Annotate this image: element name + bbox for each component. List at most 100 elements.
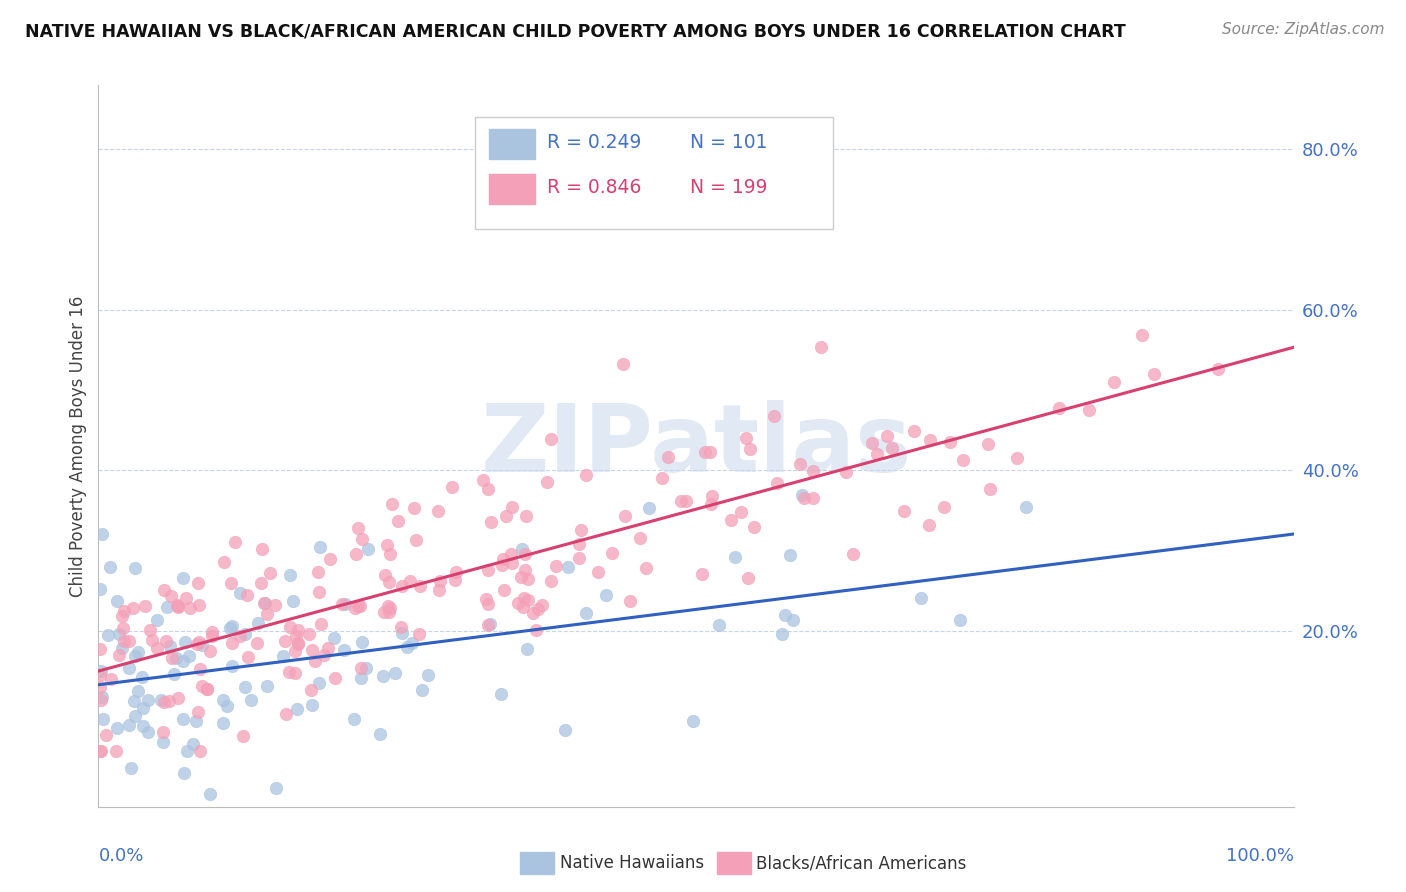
Point [120,761,142,775]
Point [218,621,240,635]
Point [378,574,401,589]
Point [139,624,162,638]
Point [1208,362,1230,376]
Point [188,662,211,676]
Text: N = 199: N = 199 [690,178,768,197]
Point [443,573,465,587]
Point [628,531,651,545]
Point [159,640,181,654]
Point [105,744,128,758]
Point [112,633,135,648]
Point [880,441,903,455]
Point [233,681,256,695]
Point [118,718,141,732]
Point [90,744,112,758]
Point [509,570,531,584]
Point [250,576,273,591]
Point [766,476,789,491]
Point [256,679,278,693]
Point [108,626,131,640]
Point [903,424,925,438]
Point [172,571,194,585]
Point [107,648,129,663]
Point [709,618,731,632]
Point [371,669,394,683]
Point [378,601,401,615]
Point [167,600,190,615]
Point [544,559,567,574]
Point [136,724,159,739]
Point [427,503,450,517]
Point [401,636,423,650]
Point [682,714,704,728]
Point [508,596,530,610]
Point [221,619,243,633]
Point [352,635,374,649]
Point [976,436,998,450]
Point [391,579,413,593]
Point [429,574,451,588]
Point [516,641,538,656]
Point [285,702,308,716]
Point [141,632,163,647]
Point [477,563,499,577]
Point [557,560,579,574]
Point [187,575,209,590]
Point [166,599,188,613]
Point [343,712,366,726]
Point [477,597,499,611]
Point [979,482,1001,496]
Point [246,636,269,650]
Point [876,429,898,443]
Point [299,682,322,697]
Point [221,636,243,650]
Point [277,665,299,679]
Point [952,452,974,467]
Point [934,500,956,514]
Point [156,599,179,614]
Text: 0.0%: 0.0% [98,847,143,865]
Point [112,604,135,618]
Point [132,719,155,733]
Point [304,654,326,668]
Point [90,526,112,541]
Point [530,598,553,612]
Point [89,744,111,758]
Point [174,591,197,605]
Point [477,617,499,632]
Point [472,473,495,487]
Point [201,624,224,639]
Point [284,665,307,680]
Point [1005,451,1028,466]
Point [789,457,811,471]
Point [179,601,201,615]
Point [186,637,208,651]
Point [157,694,180,708]
Point [309,617,332,632]
Point [264,599,287,613]
Point [779,548,801,562]
Point [188,635,211,649]
Point [347,521,370,535]
Point [699,445,721,459]
Point [384,666,406,681]
Point [201,629,224,643]
Point [411,682,433,697]
Point [949,614,972,628]
Point [229,629,252,643]
Point [381,497,404,511]
Point [309,540,332,554]
Point [153,582,176,597]
Point [501,500,523,515]
Point [939,434,962,449]
Point [801,491,824,505]
Text: 100.0%: 100.0% [1226,847,1294,865]
Point [600,545,623,559]
Point [131,670,153,684]
Point [1015,500,1038,515]
Point [177,648,200,663]
Point [187,705,209,719]
Point [515,509,537,524]
Point [152,734,174,748]
Point [136,693,159,707]
